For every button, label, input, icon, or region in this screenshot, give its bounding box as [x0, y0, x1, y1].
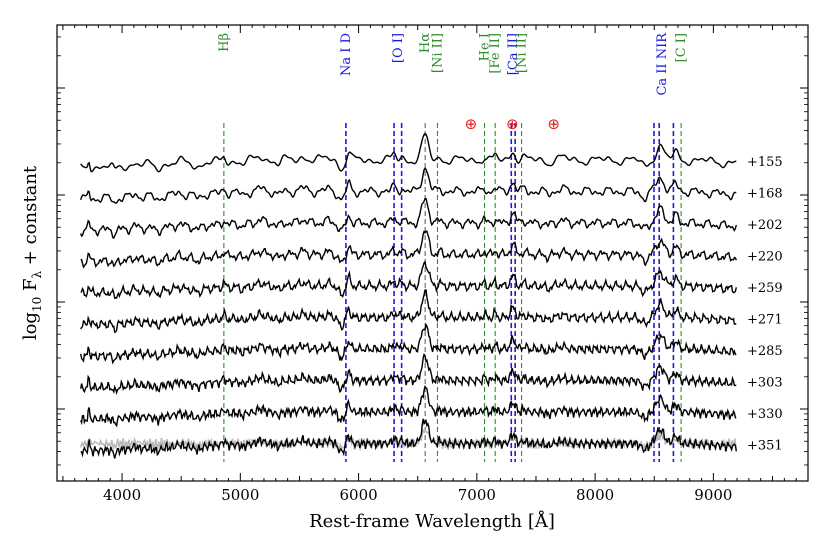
- spectrum-line: [80, 260, 737, 300]
- y-axis-label-lambda: λ: [30, 271, 44, 279]
- line-marker-label: Hβ: [217, 33, 232, 52]
- x-tick-label: 6000: [339, 486, 377, 504]
- epoch-label: +168: [747, 187, 783, 202]
- epoch-label: +202: [747, 218, 783, 233]
- spectrum-line: [80, 385, 737, 428]
- spectrum-line: [80, 353, 737, 396]
- line-marker-label: [Ni II]: [431, 33, 446, 73]
- epoch-label: +259: [747, 281, 783, 296]
- y-axis-label: log10 Fλ + constant: [20, 165, 44, 340]
- epoch-label: +303: [747, 376, 783, 391]
- line-marker-label: [Ca II]: [506, 33, 521, 75]
- x-tick-label: 8000: [576, 486, 614, 504]
- spectrum-line: [80, 230, 737, 269]
- x-tick-label: 4000: [103, 486, 141, 504]
- epoch-label: +285: [747, 344, 783, 359]
- telluric-marker: ⊕: [506, 115, 519, 133]
- y-axis-label-flux: F: [20, 279, 41, 297]
- line-marker-label: He I: [478, 33, 493, 61]
- spectrum-line: [80, 167, 737, 204]
- epoch-label: +271: [747, 313, 783, 328]
- line-marker-label: [O I]: [391, 33, 406, 63]
- epoch-label: +220: [747, 250, 783, 265]
- line-marker-label: Ca II NIR: [655, 32, 670, 96]
- x-tick-label: 9000: [694, 486, 732, 504]
- plot-frame: [56, 24, 809, 482]
- axis-layer: 4000 5000 6000 7000 8000 9000: [57, 25, 808, 504]
- line-marker-layer: Hβ Na I D [O I] Hα[Ni II] He I[Fe II] [Ca II]…: [217, 32, 689, 462]
- epoch-label: +155: [747, 155, 783, 170]
- telluric-marker: ⊕: [465, 115, 478, 133]
- line-marker-label: Hα: [418, 33, 433, 53]
- line-marker-label: [Ni II]: [515, 33, 530, 73]
- y-axis-label-subscript: 10: [30, 297, 44, 312]
- telluric-marker: ⊕: [547, 115, 560, 133]
- spectra-layer: +155 +168 +202 +220 +259 +271 +285 +303 +330 +351: [79, 132, 783, 459]
- spectrum-line: [80, 132, 737, 173]
- x-axis-label: Rest-frame Wavelength [Å]: [309, 510, 555, 532]
- spectrum-line: [80, 197, 737, 239]
- spectrum-line: [80, 418, 737, 459]
- y-axis-label-constant: + constant: [20, 165, 41, 271]
- spectrum-line: [80, 289, 737, 334]
- x-tick-label: 7000: [458, 486, 496, 504]
- spectrum-line: [80, 322, 737, 365]
- line-marker-label: [Fe II]: [488, 33, 503, 74]
- epoch-label: +330: [747, 407, 783, 422]
- line-marker-label: Na I D: [339, 33, 354, 76]
- x-tick-label: 5000: [221, 486, 259, 504]
- epoch-label: +351: [747, 439, 783, 454]
- line-marker-label: [C I]: [674, 33, 689, 62]
